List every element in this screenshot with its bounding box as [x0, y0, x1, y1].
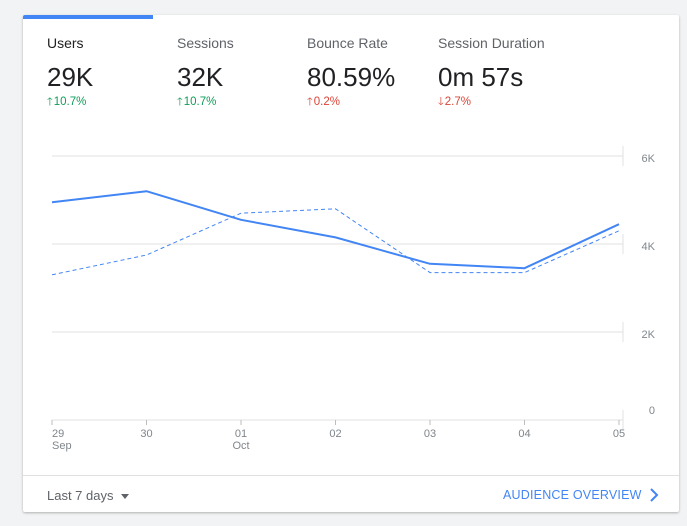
y-tick-label: 6K	[642, 153, 656, 165]
x-tick-label: 04	[518, 428, 530, 440]
arrow-up-icon: 🡑	[47, 96, 53, 108]
audience-overview-link[interactable]: AUDIENCE OVERVIEW	[503, 488, 642, 502]
metric-label: Bounce Rate	[307, 35, 388, 51]
x-tick-label: 05	[613, 428, 625, 440]
metric-value: 32K	[177, 62, 224, 92]
metric-change: 🡓2.7%	[438, 96, 568, 109]
caret-down-icon	[120, 494, 129, 500]
arrow-up-icon: 🡑	[307, 96, 313, 108]
metric-change-value: 2.7%	[444, 96, 471, 108]
x-tick-sublabel: Oct	[232, 440, 249, 452]
date-range-dropdown[interactable]: Last 7 days	[47, 488, 129, 503]
metric-change: 🡑10.7%	[47, 96, 177, 109]
y-tick-label: 4K	[642, 241, 656, 253]
chevron-right-icon[interactable]	[647, 487, 661, 503]
metric-change: 🡑10.7%	[177, 96, 307, 109]
x-tick-label: 01	[235, 428, 247, 440]
metric-value: 0m 57s	[438, 62, 524, 92]
metric-tab-session-duration[interactable]: Session Duration 0m 57s 🡓2.7%	[438, 35, 568, 109]
metric-change-value: 10.7%	[183, 96, 217, 108]
arrow-down-icon: 🡓	[438, 96, 444, 108]
x-tick-label: 02	[329, 428, 341, 440]
metric-value: 29K	[47, 62, 94, 92]
metric-value: 80.59%	[307, 62, 396, 92]
metric-change-value: 10.7%	[53, 96, 87, 108]
footer-divider	[23, 475, 679, 476]
metric-tab-sessions[interactable]: Sessions 32K 🡑10.7%	[177, 35, 307, 109]
x-tick-label: 29	[52, 428, 64, 440]
date-range-label: Last 7 days	[47, 488, 114, 503]
metric-label: Sessions	[177, 35, 234, 51]
y-tick-label: 2K	[642, 329, 656, 341]
metric-tab-bounce-rate[interactable]: Bounce Rate 80.59% 🡑0.2%	[307, 35, 437, 109]
users-overview-card: Users 29K 🡑10.7% Sessions 32K 🡑10.7% Bou…	[23, 15, 679, 512]
x-tick-label: 30	[140, 428, 152, 440]
metric-label: Session Duration	[438, 35, 545, 51]
y-tick-label: 0	[649, 405, 655, 417]
x-tick-label: 03	[424, 428, 436, 440]
active-tab-indicator	[23, 15, 153, 19]
x-tick-sublabel: Sep	[52, 440, 72, 452]
metric-change-value: 0.2%	[313, 96, 340, 108]
current-series-line	[51, 190, 620, 270]
comparison-series-line	[51, 208, 620, 276]
arrow-up-icon: 🡑	[177, 96, 183, 108]
metric-label: Users	[47, 35, 84, 51]
metric-change: 🡑0.2%	[307, 96, 437, 109]
metric-tab-users[interactable]: Users 29K 🡑10.7%	[47, 35, 177, 109]
